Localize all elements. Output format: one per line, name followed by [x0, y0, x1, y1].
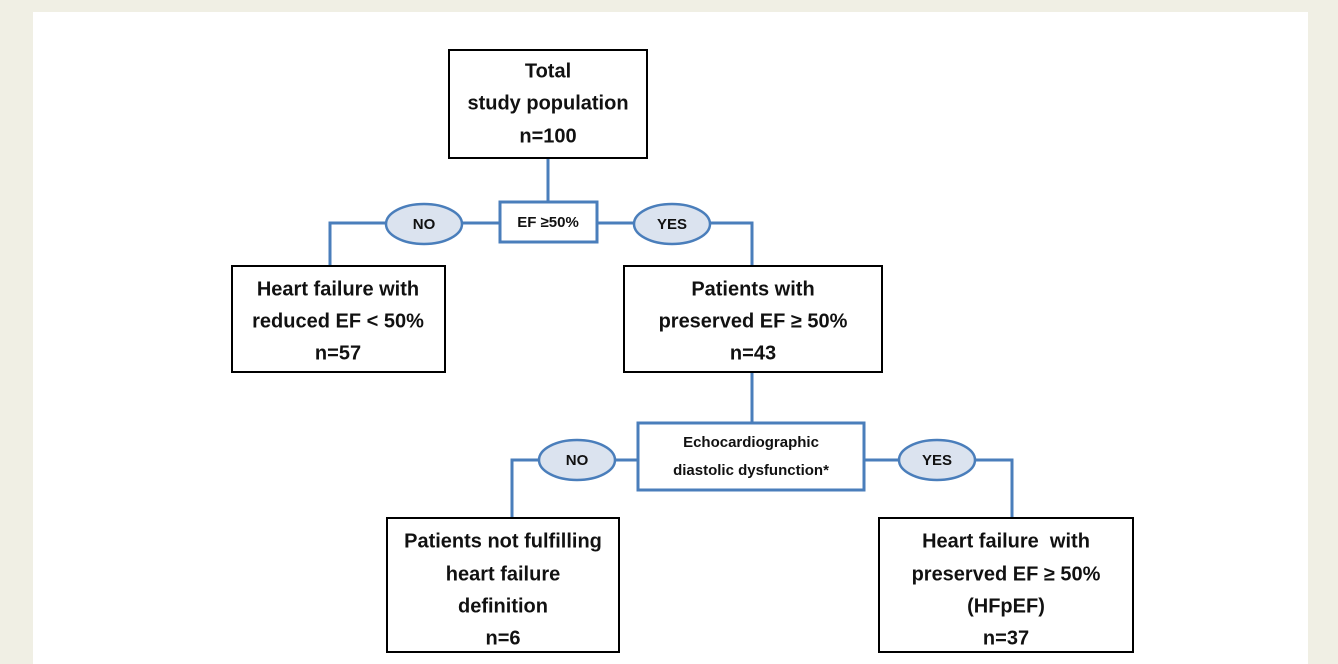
node-text: Patients with [691, 278, 814, 300]
branch-label: YES [922, 452, 952, 469]
branch-label: NO [566, 452, 589, 469]
node-text: preserved EF ≥ 50% [912, 563, 1101, 585]
decision-text: Echocardiographic [683, 434, 819, 451]
node-box [623, 265, 883, 373]
node-text: reduced EF < 50% [252, 310, 424, 332]
node-box [448, 49, 648, 159]
branch-label: YES [657, 216, 687, 233]
node-text: n=43 [730, 342, 776, 364]
node-text: Heart failure with [257, 278, 419, 300]
decision-box [498, 200, 599, 244]
node-text: n=100 [519, 125, 576, 147]
connector [597, 221, 754, 266]
branch-ellipse [384, 202, 464, 246]
branch-ellipse [632, 202, 712, 246]
node-box [231, 265, 446, 373]
node-text: Heart failure with [922, 530, 1090, 552]
connector [510, 458, 638, 518]
node-box [878, 517, 1134, 653]
node-text: preserved EF ≥ 50% [659, 310, 848, 332]
node-text: study population [467, 92, 628, 114]
connector [328, 221, 500, 266]
branch-ellipse [897, 438, 977, 482]
node-box [386, 517, 620, 653]
decision-text: diastolic dysfunction* [673, 462, 829, 479]
node-text: Patients not fulfilling [404, 530, 602, 552]
node-text: definition [458, 595, 548, 617]
decision-box [636, 421, 866, 492]
node-text: n=6 [485, 627, 520, 649]
decision-text: EF ≥50% [517, 214, 579, 231]
node-text: (HFpEF) [967, 595, 1045, 617]
node-text: n=57 [315, 342, 361, 364]
branch-label: NO [413, 216, 436, 233]
connector [864, 458, 1014, 518]
branch-ellipse [537, 438, 617, 482]
node-text: Total [525, 60, 571, 82]
node-text: heart failure [446, 563, 560, 585]
connectors [328, 158, 1014, 518]
node-text: n=37 [983, 627, 1029, 649]
